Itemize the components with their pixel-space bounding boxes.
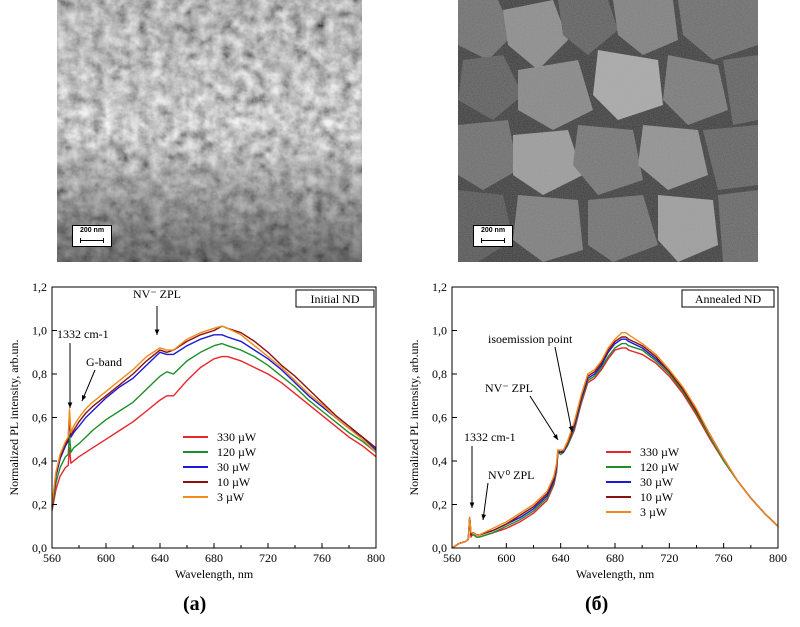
chart-title: Annealed ND xyxy=(695,292,762,306)
legend-label: 30 µW xyxy=(640,475,674,489)
annotation-label: G-band xyxy=(86,355,122,369)
annotation-label: 1332 cm-1 xyxy=(464,430,516,444)
panel-label-a: (a) xyxy=(183,593,207,615)
x-axis-label: Wavelength, nm xyxy=(175,567,254,581)
panel-label-b: (б) xyxy=(585,593,609,615)
y-tick-label: 0,0 xyxy=(432,541,447,555)
series-line xyxy=(451,332,779,549)
annotation-label: NV⁰ ZPL xyxy=(488,468,534,482)
y-tick-label: 0,4 xyxy=(432,454,447,468)
x-tick-label: 720 xyxy=(259,551,277,565)
y-tick-label: 0,6 xyxy=(32,411,47,425)
series-line xyxy=(51,355,377,512)
annotation-arrow-line xyxy=(554,346,573,433)
annotation-arrow-head xyxy=(81,395,87,401)
chart-initial-nd: 560 600 640 680 720 760 800 0,0 0,2 0,4 0,6 0,8 1,0 1… xyxy=(0,268,400,593)
annotation-arrow-head xyxy=(481,514,487,520)
chart-initial-nd-svg: 560 600 640 680 720 760 800 0,0 0,2 0,4 0,6 0,8 1,0 1… xyxy=(7,280,385,581)
annotation-arrow-line xyxy=(482,482,489,521)
sem-image-annealed: 200 nm xyxy=(458,0,758,262)
y-tick-label: 0,4 xyxy=(32,454,47,468)
series-line xyxy=(451,342,779,549)
annotation-arrow-head xyxy=(154,329,160,335)
legend-label: 3 µW xyxy=(217,490,245,504)
legend-label: 30 µW xyxy=(217,460,251,474)
chart-annealed-nd-svg: 560 600 640 680 720 760 800 0,0 0,2 0,4 0,6 0,8 1,0 1… xyxy=(407,280,787,581)
legend-label: 3 µW xyxy=(640,505,668,519)
scale-bar-label: 200 nm xyxy=(480,227,506,234)
annotation-arrow-line xyxy=(529,395,559,441)
legend-label: 120 µW xyxy=(640,460,680,474)
series-line xyxy=(451,347,779,549)
x-tick-label: 600 xyxy=(97,551,115,565)
y-tick-label: 0,6 xyxy=(432,411,447,425)
scale-bar: 200 nm xyxy=(72,225,112,247)
series-line xyxy=(51,342,377,509)
annotation-arrow-line xyxy=(81,369,96,402)
x-tick-label: 720 xyxy=(660,551,678,565)
series-line xyxy=(51,325,377,507)
chart-title: Initial ND xyxy=(311,292,360,306)
legend-label: 10 µW xyxy=(640,490,674,504)
x-tick-label: 680 xyxy=(606,551,624,565)
legend-label: 10 µW xyxy=(217,475,251,489)
y-tick-label: 0,0 xyxy=(32,541,47,555)
annotation-arrow-head xyxy=(469,502,475,508)
scale-bar: 200 nm xyxy=(473,225,513,247)
x-tick-label: 800 xyxy=(367,551,385,565)
annotation-arrow-head xyxy=(553,434,558,440)
x-tick-label: 560 xyxy=(43,551,61,565)
y-axis-label: Normalized PL intensity, arb.un. xyxy=(7,339,21,495)
x-axis-label: Wavelength, nm xyxy=(576,567,655,581)
x-tick-label: 640 xyxy=(552,551,570,565)
x-tick-label: 560 xyxy=(443,551,461,565)
sem-image-initial: 200 nm xyxy=(57,0,362,262)
legend-label: 330 µW xyxy=(640,445,680,459)
scale-bar-label: 200 nm xyxy=(79,227,105,234)
title-box xyxy=(295,289,375,308)
y-tick-label: 1,0 xyxy=(432,324,447,338)
y-tick-label: 1,0 xyxy=(32,324,47,338)
annotation-label: NV⁻ ZPL xyxy=(485,381,533,395)
y-tick-label: 0,2 xyxy=(432,498,447,512)
annotation-label: 1332 cm-1 xyxy=(57,327,109,341)
plot-frame xyxy=(451,286,779,549)
legend-label: 330 µW xyxy=(217,430,257,444)
title-box xyxy=(681,289,775,308)
annotation-arrow-head xyxy=(568,426,574,432)
annotation-arrow-head xyxy=(67,402,73,408)
chart-annealed-nd: 560 600 640 680 720 760 800 0,0 0,2 0,4 0,6 0,8 1,0 1… xyxy=(400,268,800,593)
y-tick-label: 0,8 xyxy=(32,367,47,381)
x-tick-label: 760 xyxy=(313,551,331,565)
x-tick-label: 680 xyxy=(205,551,223,565)
y-axis-label: Normalized PL intensity, arb.un. xyxy=(407,339,421,495)
y-tick-label: 1,2 xyxy=(432,280,447,294)
x-tick-label: 640 xyxy=(151,551,169,565)
y-tick-label: 0,2 xyxy=(32,498,47,512)
x-tick-label: 800 xyxy=(769,551,787,565)
y-tick-label: 1,2 xyxy=(32,280,47,294)
annotation-label: isoemission point xyxy=(488,332,573,346)
annotation-label: NV⁻ ZPL xyxy=(133,287,181,301)
legend-label: 120 µW xyxy=(217,445,257,459)
series-line xyxy=(51,325,377,505)
y-tick-label: 0,8 xyxy=(432,367,447,381)
x-tick-label: 760 xyxy=(715,551,733,565)
x-tick-label: 600 xyxy=(497,551,515,565)
